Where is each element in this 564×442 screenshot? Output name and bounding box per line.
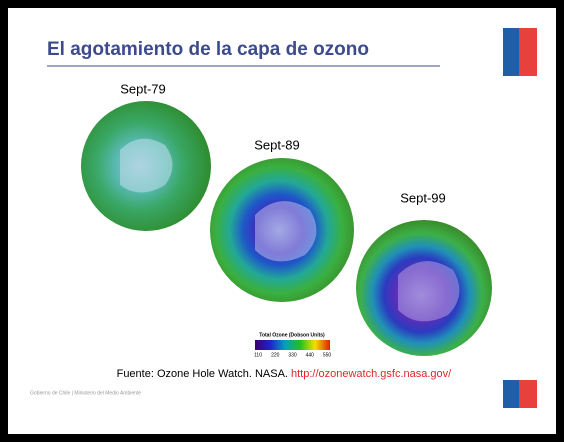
- source-text: Fuente: Ozone Hole Watch. NASA.: [117, 368, 288, 380]
- colorbar-title: Total Ozone (Dobson Units): [259, 332, 325, 338]
- colorbar-tick: 440: [306, 352, 315, 358]
- globe: [356, 220, 492, 356]
- colorbar-tick: 110: [254, 352, 262, 358]
- flag-top: [503, 28, 537, 76]
- globe: [81, 101, 211, 231]
- colorbar: [255, 340, 330, 350]
- colorbar-tick: 550: [323, 352, 332, 358]
- colorbar-tick: 220: [271, 352, 280, 358]
- image-label: Sept-89: [254, 137, 300, 152]
- flag-bottom: [503, 380, 537, 408]
- footer: Gobierno de Chile | Ministerio del Medio…: [30, 390, 141, 396]
- image-label: Sept-99: [400, 190, 446, 205]
- image-label: Sept-79: [120, 81, 166, 96]
- globe: [210, 158, 354, 302]
- page: El agotamiento de la capa de ozono Sept-…: [0, 0, 564, 442]
- colorbar-tick: 330: [288, 352, 297, 358]
- source-link[interactable]: http://ozonewatch.gsfc.nasa.gov/: [291, 368, 452, 380]
- title: El agotamiento de la capa de ozono: [47, 39, 369, 60]
- slide: El agotamiento de la capa de ozono Sept-…: [0, 0, 564, 442]
